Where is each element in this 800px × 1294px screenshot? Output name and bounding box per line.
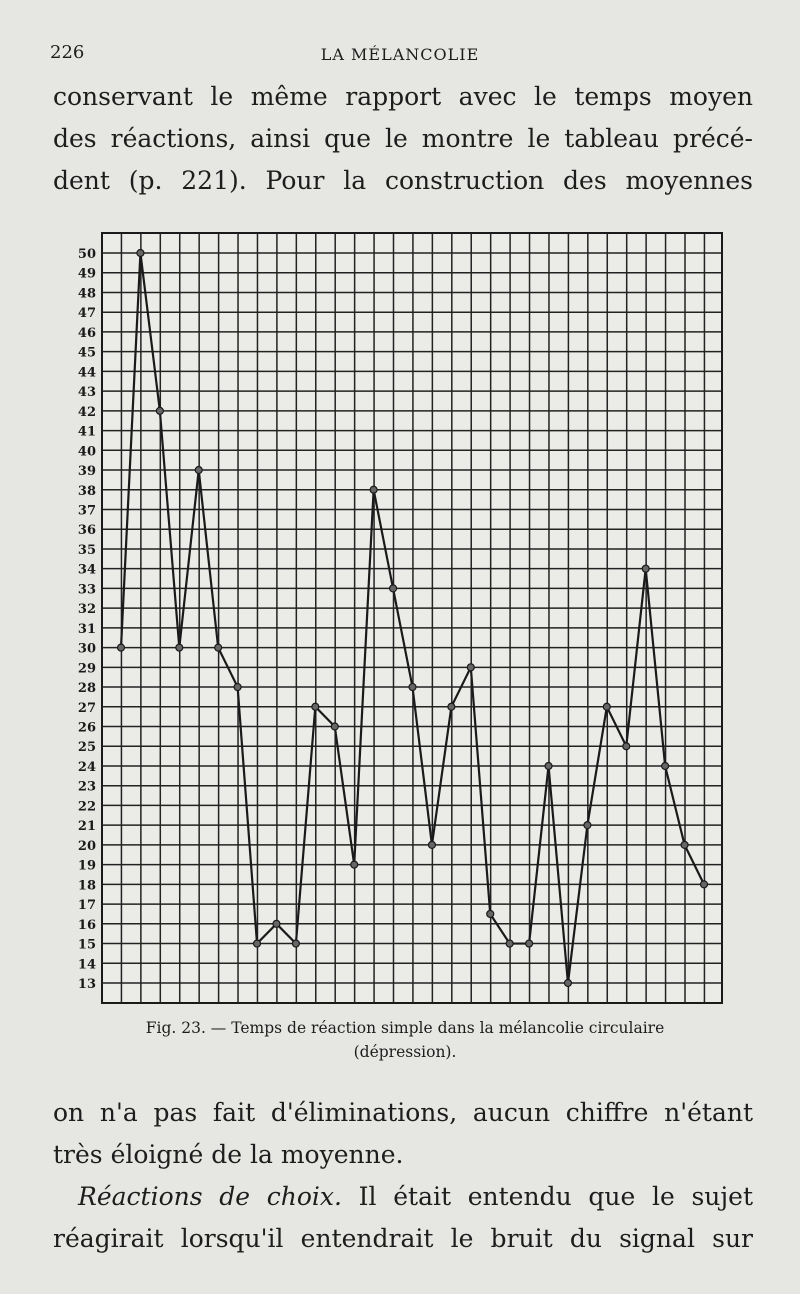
- y-tick-label: 24: [78, 760, 96, 775]
- data-point: [661, 761, 670, 771]
- y-tick-label: 13: [78, 977, 96, 992]
- data-point: [641, 564, 650, 573]
- y-tick-label: 41: [78, 425, 96, 440]
- y-tick-label: 42: [78, 405, 96, 420]
- data-point: [680, 840, 689, 849]
- text-line: réagirait lorsqu'il entendrait le bruit …: [53, 1224, 753, 1253]
- data-point: [311, 702, 320, 711]
- data-point: [622, 742, 631, 751]
- data-point: [388, 584, 398, 593]
- data-point: [524, 939, 534, 948]
- text-line: très éloigné de la moyenne.: [53, 1140, 404, 1169]
- data-point: [369, 485, 378, 494]
- y-tick-label: 38: [78, 484, 96, 499]
- y-tick-label: 14: [78, 957, 96, 972]
- data-point: [583, 821, 592, 830]
- text-line: des réactions, ainsi que le montre le ta…: [53, 124, 753, 153]
- y-tick-label: 46: [78, 326, 96, 341]
- data-point: [466, 663, 475, 672]
- y-tick-label: 43: [78, 385, 96, 400]
- data-point: [194, 465, 203, 475]
- y-tick-label: 44: [78, 365, 96, 380]
- data-point: [486, 909, 495, 919]
- y-tick-label: 25: [78, 740, 96, 755]
- y-tick-label: 39: [78, 464, 96, 479]
- y-tick-label: 23: [78, 780, 96, 795]
- data-point: [447, 702, 456, 711]
- data-point: [155, 406, 164, 415]
- paragraph-top: conservant le même rapport avec le temps…: [53, 76, 753, 202]
- caption-line: (dépression).: [353, 1043, 457, 1061]
- y-tick-label: 20: [78, 839, 96, 854]
- text-line: conservant le même rapport avec le temps…: [53, 82, 753, 111]
- y-tick-label: 16: [78, 918, 96, 933]
- y-tick-label: 32: [78, 602, 96, 617]
- y-tick-label: 17: [78, 898, 96, 913]
- y-tick-label: 18: [78, 878, 96, 893]
- data-point: [252, 939, 262, 948]
- y-tick-label: 36: [78, 523, 96, 538]
- y-tick-label: 33: [78, 582, 96, 597]
- y-tick-label: 48: [78, 286, 96, 301]
- y-tick-label: 45: [78, 346, 96, 361]
- y-tick-label: 50: [78, 247, 96, 262]
- data-point: [291, 939, 300, 948]
- y-tick-label: 34: [78, 563, 96, 578]
- data-point: [272, 919, 281, 928]
- y-tick-label: 28: [78, 681, 96, 696]
- text-line: dent (p. 221). Pour la construction des …: [53, 166, 753, 195]
- y-tick-label: 27: [78, 701, 96, 716]
- y-tick-label: 35: [78, 543, 96, 558]
- plot-frame: [101, 232, 723, 1004]
- y-tick-label: 21: [78, 819, 96, 834]
- data-point: [699, 880, 709, 889]
- figure-caption: Fig. 23. — Temps de réaction simple dans…: [70, 1016, 740, 1064]
- y-tick-label: 30: [78, 642, 96, 657]
- running-title: LA MÉLANCOLIE: [320, 45, 480, 64]
- y-tick-label: 37: [78, 503, 96, 518]
- text-fragment: Il était entendu que le sujet: [341, 1182, 753, 1211]
- section-lead: Réactions de choix.: [78, 1182, 342, 1211]
- data-point: [136, 248, 145, 258]
- caption-line: Fig. 23. — Temps de réaction simple dans…: [145, 1019, 665, 1037]
- text-line: on n'a pas fait d'éliminations, aucun ch…: [53, 1098, 753, 1127]
- data-point: [175, 643, 184, 652]
- data-point: [214, 643, 223, 652]
- data-point: [116, 643, 126, 652]
- data-point: [427, 840, 437, 849]
- data-point: [505, 939, 514, 948]
- text-line: Réactions de choix. Il était entendu que…: [53, 1176, 753, 1218]
- page-number: 226: [50, 42, 85, 63]
- y-tick-label: 22: [78, 799, 96, 814]
- data-point: [544, 761, 553, 771]
- data-point: [233, 682, 242, 692]
- y-tick-label: 47: [78, 306, 96, 321]
- y-tick-label: 49: [78, 267, 96, 282]
- y-tick-label: 29: [78, 661, 96, 676]
- data-point: [602, 702, 611, 711]
- y-tick-label: 15: [78, 938, 96, 953]
- paragraph-bottom: on n'a pas fait d'éliminations, aucun ch…: [53, 1092, 753, 1260]
- data-point: [563, 978, 573, 988]
- data-point: [350, 860, 359, 869]
- y-tick-label: 40: [78, 444, 96, 459]
- y-tick-label: 26: [78, 721, 96, 736]
- data-point: [330, 722, 339, 731]
- y-tick-label: 31: [78, 622, 96, 637]
- data-point: [408, 682, 417, 692]
- y-tick-label: 19: [78, 859, 96, 874]
